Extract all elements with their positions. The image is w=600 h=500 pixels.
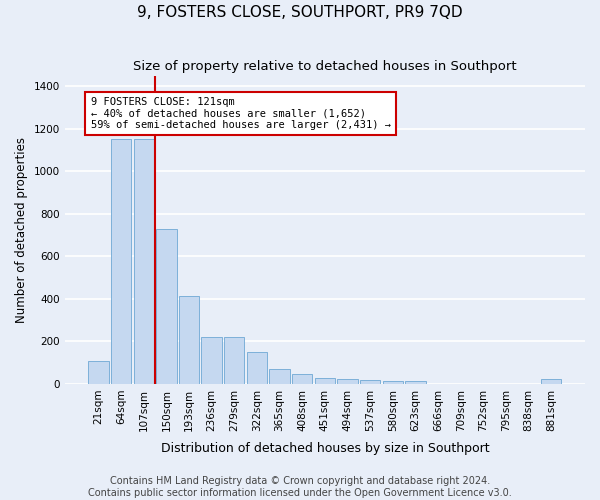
Y-axis label: Number of detached properties: Number of detached properties: [15, 136, 28, 322]
Bar: [292, 374, 313, 384]
Bar: [224, 337, 244, 384]
Bar: [541, 378, 562, 384]
Bar: [269, 369, 290, 384]
Bar: [179, 296, 199, 384]
X-axis label: Distribution of detached houses by size in Southport: Distribution of detached houses by size …: [161, 442, 489, 455]
Text: 9 FOSTERS CLOSE: 121sqm
← 40% of detached houses are smaller (1,652)
59% of semi: 9 FOSTERS CLOSE: 121sqm ← 40% of detache…: [91, 97, 391, 130]
Text: Contains HM Land Registry data © Crown copyright and database right 2024.
Contai: Contains HM Land Registry data © Crown c…: [88, 476, 512, 498]
Bar: [134, 140, 154, 384]
Bar: [405, 380, 425, 384]
Text: 9, FOSTERS CLOSE, SOUTHPORT, PR9 7QD: 9, FOSTERS CLOSE, SOUTHPORT, PR9 7QD: [137, 5, 463, 20]
Bar: [247, 352, 267, 384]
Bar: [156, 228, 176, 384]
Bar: [360, 380, 380, 384]
Bar: [202, 337, 222, 384]
Title: Size of property relative to detached houses in Southport: Size of property relative to detached ho…: [133, 60, 517, 73]
Bar: [383, 380, 403, 384]
Bar: [111, 140, 131, 384]
Bar: [88, 360, 109, 384]
Bar: [314, 378, 335, 384]
Bar: [337, 378, 358, 384]
